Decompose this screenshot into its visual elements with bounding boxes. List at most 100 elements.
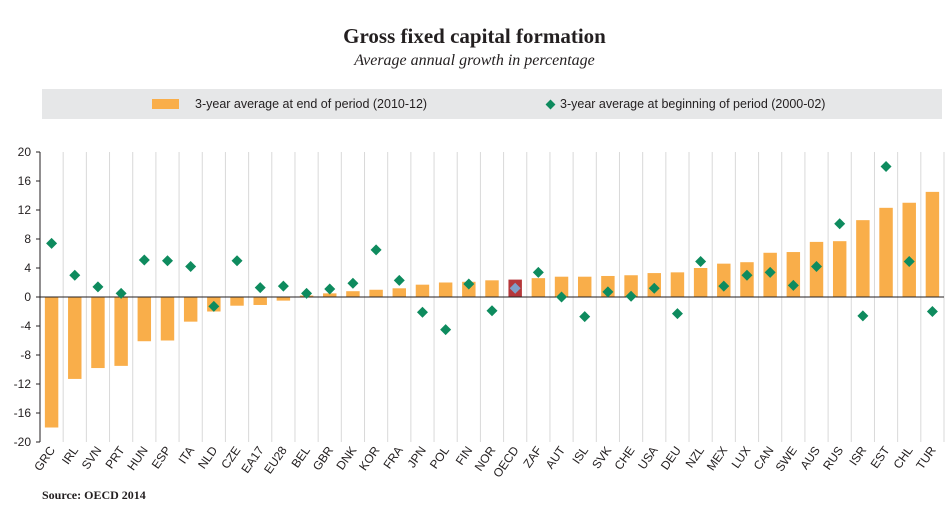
diamond-can — [764, 266, 776, 278]
x-tick-label: SWE — [773, 444, 800, 474]
chart-subtitle: Average annual growth in percentage — [354, 52, 595, 69]
bar-isr — [856, 220, 870, 297]
diamond-svk — [602, 286, 614, 298]
diamond-ita — [185, 261, 197, 273]
diamond-fra — [393, 274, 405, 286]
bar-eu28 — [276, 297, 291, 301]
x-tick-label: SVK — [589, 444, 614, 472]
bar-jpn — [415, 284, 430, 297]
diamond-aut — [556, 291, 568, 303]
x-tick-label: LUX — [729, 444, 754, 471]
diamond-aus — [811, 261, 823, 273]
diamond-esp — [161, 255, 173, 267]
x-tick-label: CAN — [751, 444, 777, 473]
x-tick-label: OECD — [490, 443, 522, 480]
x-tick-label: DEU — [658, 444, 684, 473]
diamond-nor — [486, 305, 498, 317]
x-tick-label: PRT — [102, 443, 127, 471]
x-tick-label: AUS — [797, 444, 823, 472]
bar-hun — [137, 297, 152, 342]
y-tick-label: -8 — [20, 348, 31, 362]
bar-rus — [832, 241, 847, 297]
x-tick-label: JPN — [404, 444, 428, 471]
x-tick-label: NLD — [195, 443, 220, 471]
diamond-usa — [648, 282, 660, 294]
x-tick-label: POL — [427, 443, 452, 471]
diamond-dnk — [347, 277, 359, 289]
bar-pol — [438, 282, 453, 297]
x-tick-label: MEX — [704, 444, 730, 473]
x-tick-label: ZAF — [520, 444, 544, 471]
legend: 3-year average at end of period (2010-12… — [42, 89, 942, 119]
bar-irl — [68, 297, 82, 379]
diamond-mex — [718, 280, 730, 292]
y-tick-label: 20 — [18, 145, 32, 159]
bar-ea17 — [253, 297, 267, 305]
y-tick-label: -16 — [14, 406, 32, 420]
x-tick-label: KOR — [356, 443, 383, 473]
x-tick-label: BEL — [289, 443, 314, 470]
y-tick-label: -12 — [14, 377, 32, 391]
diamond-hun — [138, 254, 150, 266]
bar-isl — [577, 276, 592, 297]
diamond-svn — [92, 281, 104, 293]
legend-item-end-period: 3-year average at end of period (2010-12… — [152, 89, 427, 119]
bar-prt — [114, 297, 128, 366]
y-tick-label: 4 — [24, 261, 31, 275]
diamond-chl — [903, 255, 915, 267]
x-tick-label: ESP — [149, 444, 174, 472]
bar-chl — [902, 202, 916, 297]
legend-label-beginning-period: 3-year average at beginning of period (2… — [560, 97, 826, 111]
y-tick-label: -20 — [14, 435, 32, 449]
bar-cze — [230, 297, 244, 306]
diamond-fin — [463, 278, 475, 290]
x-tick-label: FRA — [381, 444, 406, 472]
x-tick-label: CHE — [612, 444, 638, 473]
legend-diamond-swatch — [545, 99, 556, 109]
diamond-ea17 — [254, 282, 266, 294]
bar-ita — [183, 297, 198, 322]
x-tick-label: TUR — [913, 443, 939, 472]
bar-est — [879, 207, 893, 297]
x-tick-label: HUN — [124, 444, 150, 473]
bar-esp — [160, 297, 175, 341]
diamond-tur — [926, 306, 938, 317]
chart-title: Gross fixed capital formation — [343, 24, 606, 48]
x-tick-label: CHL — [890, 443, 915, 471]
bar-nor — [485, 280, 499, 297]
legend-item-beginning-period: 3-year average at beginning of period (2… — [545, 89, 826, 119]
bar-svn — [91, 297, 105, 369]
x-tick-label: AUT — [543, 443, 569, 471]
diamond-rus — [834, 218, 846, 230]
legend-label-end-period: 3-year average at end of period (2010-12… — [195, 97, 428, 111]
diamond-oecd — [509, 282, 521, 294]
bar-grc — [44, 297, 59, 428]
bar-fra — [392, 288, 407, 297]
x-tick-label: GRC — [31, 443, 58, 473]
diamond-gbr — [324, 283, 336, 295]
diamond-lux — [741, 269, 753, 281]
diamond-pol — [440, 324, 452, 336]
y-tick-label: 16 — [18, 174, 32, 188]
bar-zaf — [531, 278, 546, 297]
x-tick-label: EST — [868, 443, 893, 471]
diamond-prt — [115, 287, 127, 299]
source-note: Source: OECD 2014 — [42, 488, 146, 502]
x-tick-label: NZL — [683, 443, 708, 470]
diamond-irl — [69, 269, 81, 281]
bar-kor — [369, 289, 383, 297]
diamond-kor — [370, 244, 382, 256]
x-tick-label: ISR — [846, 443, 869, 468]
bar-che — [624, 275, 638, 297]
x-tick-label: EA17 — [238, 443, 266, 475]
diamond-deu — [671, 308, 683, 320]
x-tick-label: EU28 — [261, 443, 290, 476]
bar-deu — [670, 272, 685, 297]
x-tick-label: DNK — [333, 444, 359, 473]
diamond-nld — [208, 300, 220, 312]
x-tick-label: RUS — [820, 444, 846, 473]
bar-dnk — [346, 291, 360, 297]
diamond-nzl — [695, 255, 707, 267]
y-tick-label: 8 — [24, 232, 31, 246]
